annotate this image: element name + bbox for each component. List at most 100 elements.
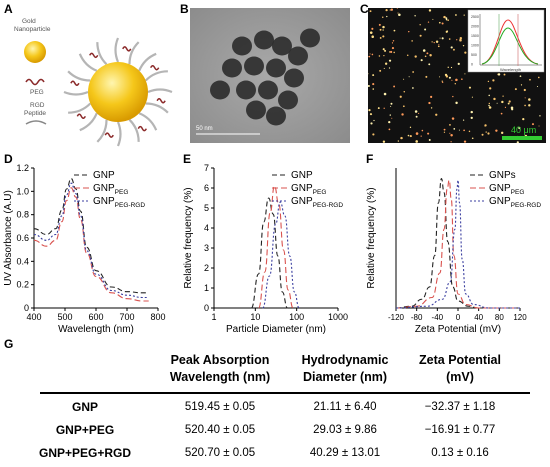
darkfield-dot [463,140,467,143]
darkfield-dot [397,12,399,14]
darkfield-dot [488,106,492,109]
gold-label-line1: Gold [22,18,36,25]
tem-particle [222,58,242,78]
legend-label: GNP [93,170,115,181]
darkfield-dot [389,51,391,53]
darkfield-dot [500,131,504,135]
darkfield-dot [459,36,463,40]
y-tick-label: 1 [204,283,209,293]
darkfield-dot [459,38,462,42]
darkfield-dot [407,134,410,137]
darkfield-dot [502,95,504,97]
darkfield-dot [495,129,498,132]
x-tick-label: 100 [289,312,304,322]
x-tick-label: -120 [388,313,405,322]
darkfield-dot [386,15,388,18]
darkfield-dot [538,125,540,127]
tem-particle [210,80,230,100]
darkfield-dot [450,141,452,143]
darkfield-dot [487,132,490,135]
darkfield-dot [383,67,385,69]
tem-particle [254,30,274,50]
darkfield-dot [377,107,380,110]
peg-ligand [63,90,89,96]
darkfield-dot [393,29,396,32]
y-tick-label: 1.2 [16,163,29,173]
tem-particle [288,46,308,66]
darkfield-dot [441,37,444,40]
x-tick-label: 0 [456,313,461,322]
darkfield-dot [414,15,416,17]
darkfield-dot [420,59,423,62]
tem-particle [246,100,266,120]
peg-ligand [78,53,98,72]
darkfield-dot [524,97,526,99]
darkfield-dot [388,120,391,124]
darkfield-dot [450,134,453,137]
darkfield-dot [427,21,430,23]
darkfield-dot [419,34,422,37]
darkfield-dot [451,117,455,120]
darkfield-dot [437,45,440,48]
darkfield-dot [390,8,393,11]
panel-label-a: A [4,2,13,16]
darkfield-dot [488,94,490,97]
darkfield-dot [458,129,460,131]
darkfield-dot [464,51,467,54]
darkfield-dot [464,73,466,75]
darkfield-dot [454,83,456,85]
darkfield-particles [368,8,541,143]
series-line [395,179,520,309]
peg-ligand [79,112,98,132]
darkfield-dot [370,122,373,125]
peg-ligand [128,118,140,142]
darkfield-dot [425,75,428,78]
rgd-label-line2: Peptide [24,110,46,117]
tem-particle [272,36,292,56]
darkfield-dot [400,136,403,140]
darkfield-dot [390,105,392,107]
panel-label-g: G [4,337,14,351]
darkfield-dot [414,55,417,58]
panel-c-darkfield-image: 0 500 1000 1500 2000 2500 Wavelength 40 μm [368,8,546,143]
inset-spectrum-green [481,27,539,65]
darkfield-dot [415,115,418,118]
darkfield-dot [415,132,419,135]
darkfield-dot [409,126,412,129]
rgd-label-line1: RGD [30,102,45,109]
series-line [33,187,149,302]
darkfield-dot [426,52,429,55]
peg-ligand [116,121,122,147]
darkfield-dot [379,69,382,72]
table-row-label: GNP [71,400,98,414]
y-tick-label: 2 [204,263,209,273]
darkfield-dot [372,133,375,136]
darkfield-dot [384,49,387,52]
darkfield-dot [382,140,386,143]
y-tick-label: 7 [204,163,209,173]
rgd-peptide-icon [25,120,47,125]
peg-icon [25,78,45,86]
inset-axis: 0 500 1000 1500 2000 2500 [471,14,542,67]
darkfield-dot [529,78,531,81]
darkfield-dot [388,128,391,131]
darkfield-dot [391,117,393,119]
table-cell: 520.70 ± 0.05 [184,447,256,459]
darkfield-dot [408,30,410,33]
y-tick-label: 0.2 [16,280,29,290]
x-axis-label: Particle Diameter (nm) [226,324,326,335]
rgd-peptide [156,98,166,104]
inset-tick-label: 2500 [471,15,479,19]
darkfield-dot [418,112,420,115]
y-axis-label: Relative frequency (%) [366,187,377,288]
darkfield-dot [388,67,391,69]
table-header-zeta-potential: Zeta Potential (mV) [405,352,515,386]
table-header-peak-absorption: Peak Absorption Wavelength (nm) [150,352,290,386]
series-line [262,201,300,309]
darkfield-dot [397,140,400,142]
darkfield-dot [453,127,456,130]
darkfield-dot [455,78,458,82]
darkfield-dot [462,119,465,121]
y-tick-label: 0.4 [16,256,29,266]
darkfield-dot [456,39,458,41]
